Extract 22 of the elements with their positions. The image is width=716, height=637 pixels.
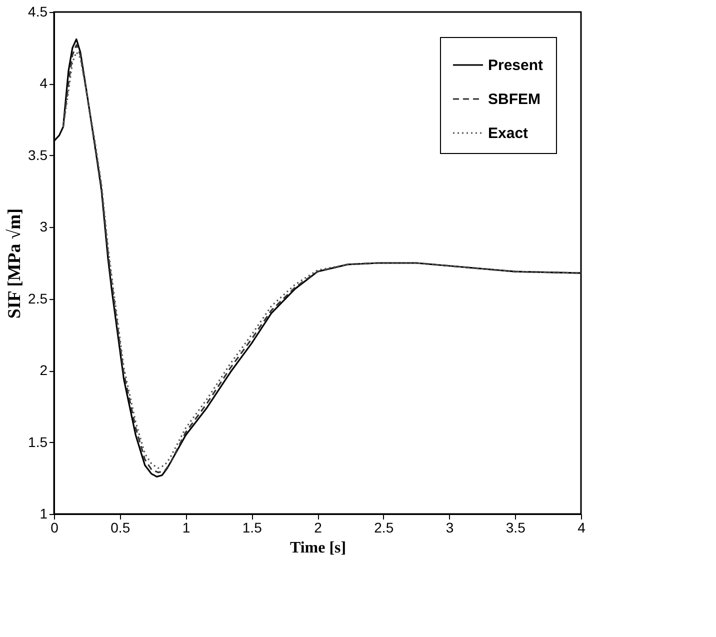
x-tick-label: 2.5 (374, 520, 394, 536)
y-tick-label: 3 (40, 218, 48, 235)
y-tick-label: 1 (40, 506, 48, 522)
x-tick-label: 1 (182, 520, 190, 536)
y-tick-label: 2 (40, 362, 48, 378)
x-tick-label: 2 (314, 520, 322, 536)
x-tick-label: 3.5 (506, 520, 526, 536)
y-tick-label: 3.5 (28, 146, 48, 163)
x-axis-title: Time [s] (290, 540, 346, 556)
y-tick-label: 4.5 (28, 4, 48, 20)
x-tick-label: 3 (446, 520, 454, 536)
legend-label: Present (488, 57, 544, 74)
y-tick-label: 1.5 (28, 434, 48, 450)
legend-label: SBFEM (488, 91, 540, 108)
y-tick-label: 2.5 (28, 290, 48, 306)
x-tick-label: 0.5 (110, 520, 130, 536)
x-tick-label: 1.5 (242, 520, 262, 536)
x-tick-label: 0 (50, 520, 59, 536)
y-axis-title: SIF [MPa √m] (4, 208, 24, 319)
x-tick-label: 4 (578, 520, 586, 536)
legend-label: Exact (488, 125, 528, 142)
y-tick-label: 4 (40, 75, 48, 92)
